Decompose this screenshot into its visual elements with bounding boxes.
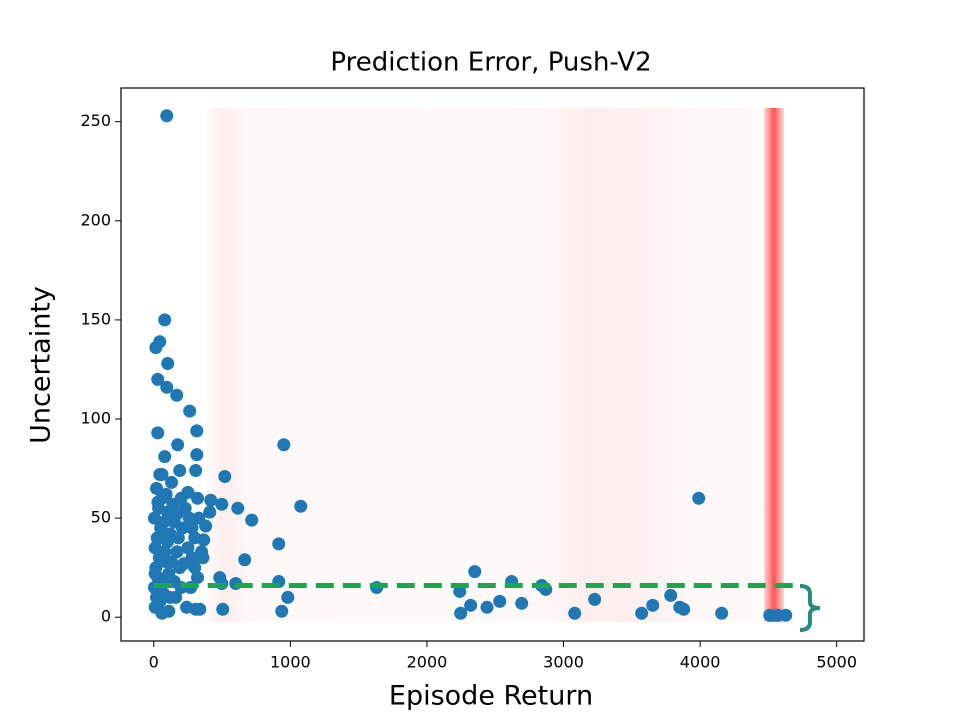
- point: [149, 341, 163, 355]
- y-tick-label: 250: [80, 111, 111, 130]
- point: [155, 468, 169, 482]
- point: [170, 388, 184, 402]
- point: [171, 438, 185, 452]
- x-tick-label: 0: [149, 653, 159, 672]
- y-tick-label: 150: [80, 309, 111, 328]
- point: [453, 584, 467, 598]
- point: [170, 545, 184, 559]
- point: [152, 531, 166, 545]
- point: [281, 590, 295, 604]
- point: [480, 600, 494, 614]
- point: [218, 469, 232, 483]
- y-tick-label: 200: [80, 210, 111, 229]
- point: [163, 590, 177, 604]
- point: [180, 600, 194, 614]
- point: [515, 596, 529, 610]
- point: [158, 313, 172, 327]
- point: [272, 537, 286, 551]
- point: [148, 567, 162, 581]
- point: [188, 561, 202, 575]
- y-tick-label: 50: [91, 508, 111, 527]
- point: [177, 557, 191, 571]
- point: [151, 426, 165, 440]
- point: [215, 497, 229, 511]
- point: [158, 450, 172, 464]
- point: [150, 481, 164, 495]
- point: [157, 515, 171, 529]
- point: [173, 464, 187, 478]
- point: [159, 487, 173, 501]
- point: [189, 464, 203, 478]
- point: [692, 491, 706, 505]
- bracket: [799, 584, 821, 632]
- point: [185, 521, 199, 535]
- point: [165, 475, 179, 489]
- point: [196, 551, 210, 565]
- point: [677, 602, 691, 616]
- point: [464, 598, 478, 612]
- plot-frame: [120, 87, 865, 642]
- point: [171, 531, 185, 545]
- x-tick-label: 2000: [407, 653, 448, 672]
- point: [181, 485, 195, 499]
- point: [664, 588, 678, 602]
- point: [178, 501, 192, 515]
- y-axis-label: Uncertainty: [26, 286, 57, 444]
- point: [245, 513, 259, 527]
- point: [158, 545, 172, 559]
- point: [155, 606, 169, 620]
- point: [182, 511, 196, 525]
- point: [159, 555, 173, 569]
- point: [190, 491, 204, 505]
- point: [635, 606, 649, 620]
- point: [161, 357, 175, 371]
- x-tick-label: 3000: [543, 653, 584, 672]
- x-tick-label: 4000: [680, 653, 721, 672]
- point: [183, 404, 197, 418]
- point: [203, 505, 217, 519]
- point: [175, 521, 189, 535]
- point: [715, 606, 729, 620]
- point: [568, 606, 582, 620]
- density-peak: [764, 108, 784, 622]
- point: [192, 511, 206, 525]
- point: [275, 604, 289, 618]
- point: [468, 565, 482, 579]
- point: [646, 598, 660, 612]
- point: [151, 495, 165, 509]
- x-tick-label: 1000: [270, 653, 311, 672]
- point: [204, 493, 218, 507]
- point: [216, 602, 230, 616]
- y-tick-label: 0: [101, 607, 111, 626]
- point: [190, 424, 204, 438]
- point: [160, 380, 174, 394]
- y-tick-label: 100: [80, 409, 111, 428]
- point: [588, 592, 602, 606]
- point: [190, 448, 204, 462]
- point: [181, 541, 195, 555]
- x-axis-label: Episode Return: [389, 681, 593, 712]
- chart-title: Prediction Error, Push-V2: [330, 48, 651, 78]
- point: [188, 531, 202, 545]
- point: [190, 571, 204, 585]
- x-tick-label: 5000: [816, 653, 857, 672]
- point: [160, 505, 174, 519]
- point: [231, 501, 245, 515]
- point: [151, 372, 165, 386]
- point: [493, 594, 507, 608]
- point: [277, 438, 291, 452]
- point: [294, 499, 308, 513]
- point: [238, 553, 252, 567]
- point: [454, 606, 468, 620]
- point: [779, 608, 793, 622]
- point: [160, 109, 174, 123]
- point: [193, 602, 207, 616]
- density-shading: [206, 108, 766, 622]
